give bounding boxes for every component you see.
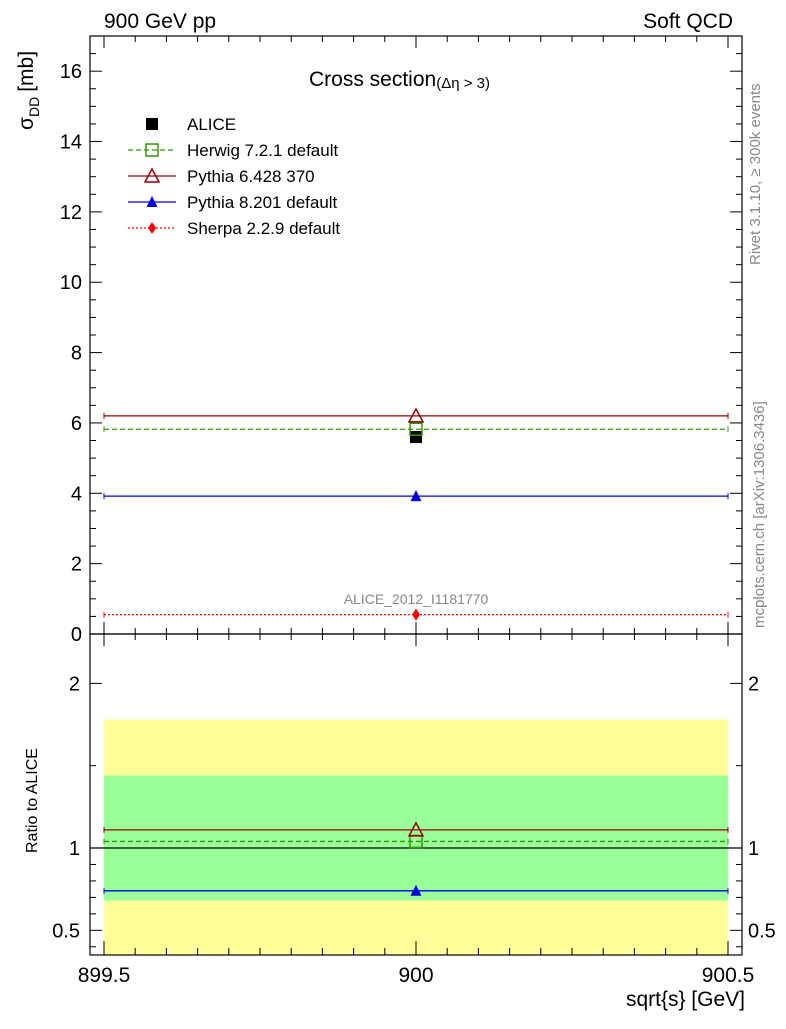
ratio-band-inner [104, 775, 728, 901]
legend-label-pythia-8-201-default: Pythia 8.201 default [187, 193, 338, 212]
ratio-series-pythia-8-201-default [103, 884, 729, 896]
x-tick-label: 900.5 [702, 964, 755, 987]
ratio-ytick-label-right: 0.5 [748, 920, 776, 942]
legend-label-alice: ALICE [187, 115, 236, 134]
main-panel: 0 2 4 6 8 10 12 14 16 [60, 35, 743, 646]
side-label-rivet: Rivet 3.1.10, ≥ 300k events [747, 83, 764, 265]
series-herwig-7-2-1-default [103, 422, 729, 437]
main-ylabel-symbol: σ [15, 117, 38, 130]
legend-marker-pythia-8-201-default [146, 196, 158, 207]
legend-label-herwig-7-2-1-default: Herwig 7.2.1 default [187, 141, 338, 160]
x-tick-label: 899.5 [78, 964, 131, 987]
ratio-point-pythia-6-428-370 [407, 821, 425, 837]
x-tick-label: 900 [398, 964, 433, 987]
header-right: Soft QCD [643, 10, 733, 33]
analysis-tag: ALICE_2012_I1181770 [344, 591, 489, 607]
ratio-ytick-label-right: 1 [748, 838, 759, 860]
data-point-sherpa-2-2-9-default [412, 608, 420, 621]
legend-marker-pythia-6-428-370 [143, 167, 161, 183]
main-ytick-label: 10 [60, 272, 82, 294]
ratio-ytick-label-right: 2 [748, 673, 759, 695]
series-alice [410, 431, 422, 444]
main-ytick-label: 0 [71, 624, 82, 646]
ratio-panel: 0.5 0.5 1 1 2 2 899.5 900 900.5 [52, 633, 776, 987]
legend-marker-herwig-7-2-1-default [145, 143, 159, 157]
main-ytick-label: 8 [71, 343, 82, 365]
data-point-alice [410, 431, 422, 444]
legend-label-pythia-6-428-370: Pythia 6.428 370 [187, 167, 315, 186]
main-ytick-label: 6 [71, 413, 82, 435]
main-ytick-label: 4 [71, 483, 82, 505]
main-title-text: Cross section [309, 68, 436, 91]
main-ylabel-unit: [mb] [15, 51, 38, 92]
main-ytick-label: 16 [60, 61, 82, 83]
ratio-ytick-label-left: 2 [69, 673, 80, 695]
series-pythia-8-201-default [103, 490, 729, 502]
series-sherpa-2-2-9-default [103, 608, 729, 621]
ratio-ylabel: Ratio to ALICE [24, 748, 41, 853]
main-ytick-label: 12 [60, 202, 82, 224]
data-point-pythia-8-201-default [410, 490, 422, 502]
ratio-point-pythia-8-201-default [410, 884, 422, 896]
data-point-herwig-7-2-1-default [409, 422, 423, 437]
main-title-sub: (Δη > 3) [436, 75, 490, 92]
data-point-pythia-6-428-370 [407, 407, 425, 423]
header-left: 900 GeV pp [104, 10, 216, 33]
ratio-ytick-label-left: 1 [69, 838, 80, 860]
main-ylabel-sub: DD [26, 97, 42, 117]
legend-marker-sherpa-2-2-9-default [148, 222, 156, 234]
legend-label-sherpa-2-2-9-default: Sherpa 2.2.9 default [187, 219, 340, 238]
ratio-series-pythia-6-428-370 [103, 821, 729, 837]
ratio-ytick-label-left: 0.5 [52, 920, 80, 942]
series-pythia-6-428-370 [103, 407, 729, 423]
side-label-mcplots: mcplots.cern.ch [arXiv:1306.3436] [751, 401, 768, 628]
legend-marker-alice [146, 118, 158, 130]
legend: ALICE Herwig 7.2.1 default Pythia 6.428 37… [128, 115, 340, 238]
x-axis-label: sqrt{s} [GeV] [626, 988, 745, 1011]
main-title: Cross section(Δη > 3) [309, 68, 490, 92]
main-ytick-label: 14 [60, 132, 82, 154]
main-ytick-label: 2 [71, 554, 82, 576]
main-ylabel: σDD [mb] [15, 51, 42, 130]
